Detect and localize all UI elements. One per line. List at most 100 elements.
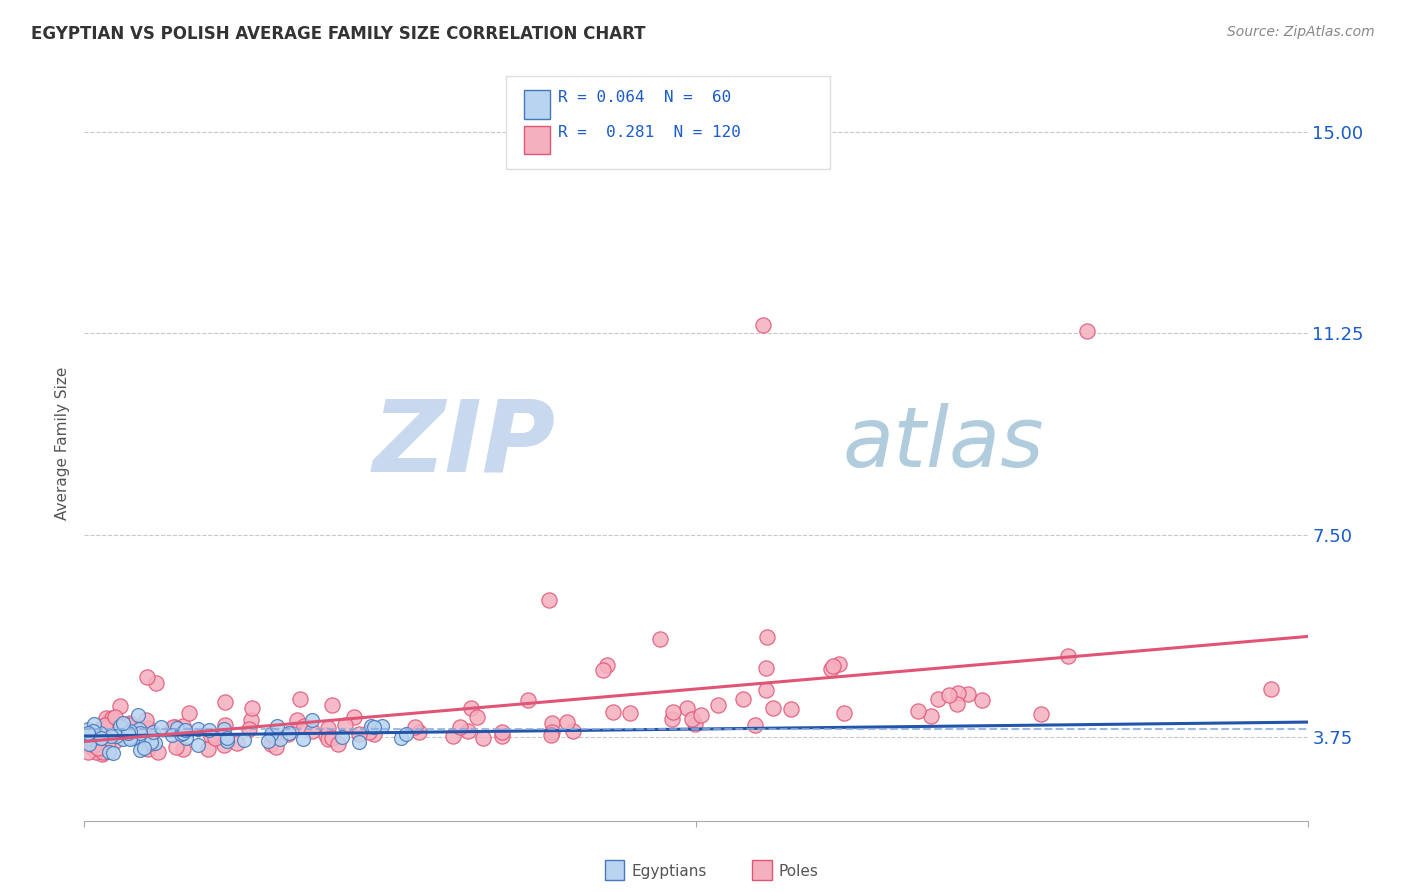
Point (240, 713, 263, 727)
Point (96, 720, 118, 734)
Point (328, 737, 350, 751)
Point (257, 734, 280, 748)
Point (142, 725, 165, 739)
Y-axis label: Average Family Size: Average Family Size (55, 368, 70, 520)
Point (540, 728, 562, 742)
Point (240, 700, 263, 714)
Point (118, 723, 141, 738)
Point (77, 727, 100, 741)
Point (290, 692, 312, 706)
Point (93, 745, 115, 759)
Point (820, 662, 842, 676)
Point (269, 731, 291, 746)
Point (104, 734, 127, 748)
Point (90, 731, 112, 745)
Point (828, 657, 851, 671)
Point (118, 718, 141, 732)
Point (662, 705, 685, 719)
Point (920, 709, 942, 723)
Point (347, 735, 370, 749)
Point (204, 731, 226, 746)
Point (260, 737, 283, 751)
Point (517, 693, 540, 707)
Point (117, 725, 139, 739)
Point (121, 731, 143, 745)
Point (103, 710, 125, 724)
Point (408, 725, 430, 739)
Point (94, 718, 117, 732)
Point (471, 731, 494, 745)
Point (197, 742, 219, 756)
Point (87, 741, 110, 756)
Point (120, 730, 142, 744)
Point (77, 725, 100, 739)
Point (160, 722, 183, 736)
Point (89, 726, 111, 740)
Point (443, 729, 465, 743)
Point (457, 723, 479, 738)
Point (596, 657, 619, 672)
Point (141, 735, 163, 749)
Point (165, 739, 187, 754)
Text: R = 0.064  N =  60: R = 0.064 N = 60 (558, 90, 731, 104)
Point (212, 722, 235, 736)
Point (150, 720, 173, 734)
Point (105, 729, 128, 743)
Point (404, 720, 426, 734)
Point (752, 318, 775, 333)
Point (141, 736, 163, 750)
Point (467, 710, 489, 724)
Point (927, 692, 949, 706)
Point (681, 712, 703, 726)
Point (162, 720, 184, 734)
Point (233, 732, 256, 747)
Point (177, 706, 200, 720)
Point (540, 725, 562, 739)
Point (172, 741, 194, 756)
Point (661, 712, 683, 726)
Point (94, 711, 117, 725)
Point (357, 724, 380, 739)
Point (755, 630, 778, 644)
Point (460, 701, 482, 715)
Point (491, 729, 513, 743)
Point (780, 702, 803, 716)
Text: Egyptians: Egyptians (631, 864, 707, 879)
Point (165, 720, 187, 734)
Point (1029, 706, 1052, 721)
Point (277, 726, 299, 740)
Point (260, 727, 283, 741)
Point (112, 716, 135, 731)
Point (371, 719, 394, 733)
Point (145, 736, 167, 750)
Point (120, 715, 142, 730)
Point (675, 701, 697, 715)
Point (174, 731, 197, 746)
Point (262, 729, 284, 743)
Point (689, 707, 711, 722)
Point (86, 745, 108, 759)
Text: EGYPTIAN VS POLISH AVERAGE FAMILY SIZE CORRELATION CHART: EGYPTIAN VS POLISH AVERAGE FAMILY SIZE C… (31, 25, 645, 43)
Point (330, 730, 353, 744)
Point (129, 742, 152, 756)
Point (561, 723, 583, 738)
Point (80, 740, 103, 755)
Point (118, 723, 141, 738)
Point (111, 725, 134, 739)
Point (77, 746, 100, 760)
Point (110, 719, 132, 733)
Point (101, 711, 124, 725)
Point (217, 731, 239, 745)
Point (77, 737, 100, 751)
Text: atlas: atlas (842, 403, 1045, 484)
Point (449, 720, 471, 734)
Point (292, 732, 315, 747)
Point (139, 731, 162, 745)
Point (315, 728, 337, 742)
Text: ZIP: ZIP (373, 395, 555, 492)
Point (948, 685, 970, 699)
Point (145, 676, 167, 690)
Text: R =  0.281  N = 120: R = 0.281 N = 120 (558, 126, 741, 140)
Point (602, 705, 624, 719)
Point (683, 717, 706, 731)
